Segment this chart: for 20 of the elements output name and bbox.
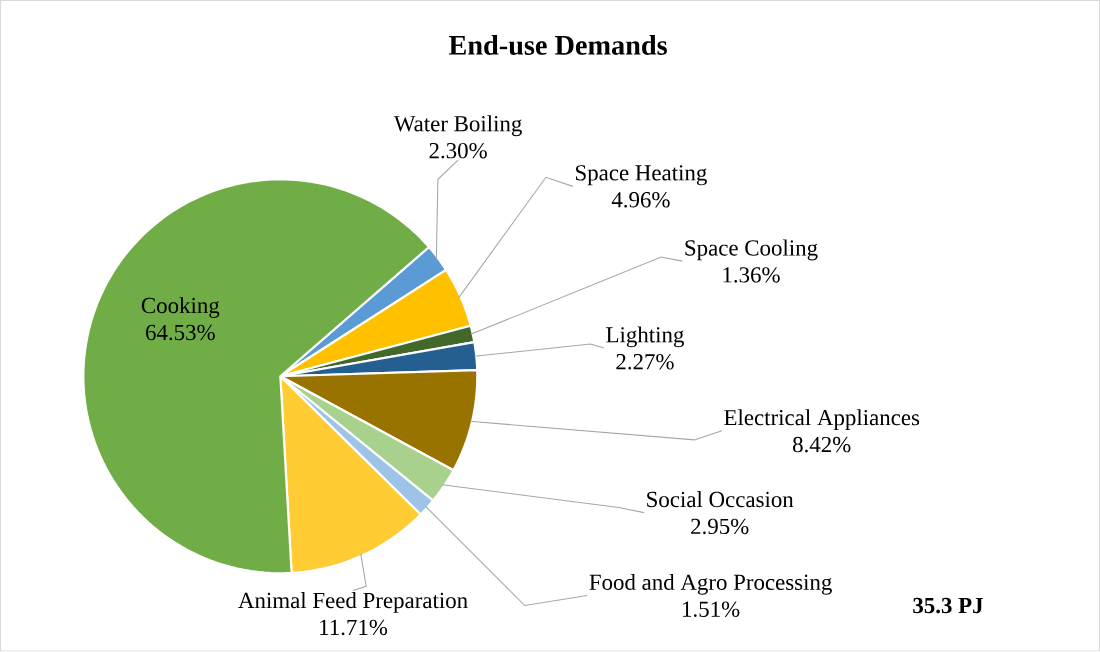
slice-label: Food and Agro Processing (589, 574, 832, 595)
slice-label: Space Cooling (685, 239, 818, 261)
slice-label: Lighting (606, 326, 684, 348)
slice-label: Cooking (141, 297, 220, 319)
data-label: 64.53% (146, 324, 215, 341)
slice-label: Water Boiling (393, 115, 522, 137)
data-label: 1.51% (683, 601, 740, 618)
data-label: 2.95% (691, 518, 749, 535)
data-label: 1.36% (723, 267, 780, 283)
slice-label: Animal Feed Preparation (238, 592, 468, 614)
data-label: 11.71% (320, 619, 388, 636)
slice-label: Space Heating (576, 165, 707, 186)
data-label: 4.96% (611, 192, 670, 208)
data-label: 8.42% (793, 437, 851, 453)
text: 35.3 PJ (913, 598, 983, 614)
data-label: 2.30% (429, 143, 487, 159)
slice-label: Electrical Appliances (724, 409, 920, 431)
data-label: 2.27% (616, 354, 674, 370)
slice-label: Social Occasion (647, 491, 794, 508)
chart-title: End-use Demands (448, 35, 667, 56)
